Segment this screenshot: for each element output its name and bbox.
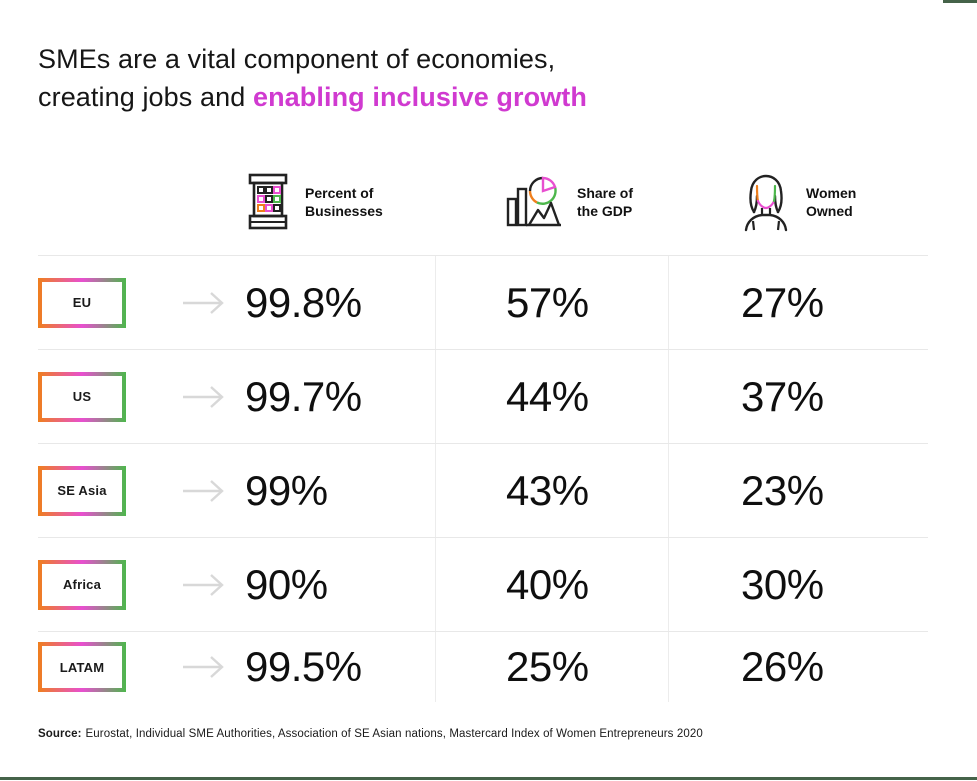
right-arrow-icon — [183, 479, 224, 502]
frame-edge-bottom — [0, 777, 977, 780]
value-share-of-gdp: 25% — [435, 632, 668, 702]
header-label-line2: Owned — [806, 203, 853, 219]
right-arrow-icon — [183, 385, 224, 408]
value-share-of-gdp: 57% — [435, 256, 668, 349]
region-badge-cell: EU — [38, 277, 163, 328]
value-percent-of-businesses: 99.8% — [245, 278, 362, 326]
table-row-latam: LATAM 99.5% 25% 26% — [38, 631, 928, 702]
region-badge-cell: Africa — [38, 559, 163, 610]
source-line: Source: Eurostat, Individual SME Authorit… — [38, 728, 977, 740]
region-badge: SE Asia — [38, 465, 126, 516]
title-line1: SMEs are a vital component of economies, — [38, 44, 556, 74]
page-title: SMEs are a vital component of economies,… — [0, 0, 977, 116]
arrow-cell — [163, 572, 245, 598]
region-badge: US — [38, 371, 126, 422]
value-percent-of-businesses: 99.7% — [245, 372, 362, 420]
table-row-us: US 99.7% 44% 37% — [38, 349, 928, 443]
header-label-line2: Businesses — [305, 203, 383, 219]
header-label-line1: Percent of — [305, 185, 374, 201]
region-label: LATAM — [42, 646, 122, 688]
building-icon — [248, 173, 288, 230]
header-col-share-of-gdp: Share of the GDP — [435, 166, 668, 238]
header-col-women-owned: Women Owned — [668, 166, 928, 238]
value-women-owned: 26% — [668, 632, 928, 702]
value-women-owned: 27% — [668, 256, 928, 349]
region-badge: EU — [38, 277, 126, 328]
table-row-eu: EU 99.8% 57% 27% — [38, 255, 928, 349]
arrow-cell — [163, 654, 245, 680]
region-badge: Africa — [38, 559, 126, 610]
header-col-percent-of-businesses: Percent of Businesses — [245, 166, 435, 238]
region-label: SE Asia — [42, 469, 122, 512]
region-badge: LATAM — [38, 642, 126, 692]
header-label: Percent of Businesses — [305, 184, 383, 220]
table-row-se-asia: SE Asia 99% 43% 23% — [38, 443, 928, 537]
arrow-cell — [163, 290, 245, 316]
header-label-line2: the GDP — [577, 203, 633, 219]
arrow-cell — [163, 478, 245, 504]
region-badge-cell: US — [38, 371, 163, 422]
woman-icon — [744, 174, 788, 232]
table-header: Percent of Businesses Share of the GDP — [245, 166, 977, 238]
header-label: Share of the GDP — [577, 184, 633, 220]
value-share-of-gdp: 44% — [435, 350, 668, 443]
arrow-cell — [163, 384, 245, 410]
value-women-owned: 30% — [668, 538, 928, 631]
right-arrow-icon — [183, 656, 224, 678]
value-women-owned: 37% — [668, 350, 928, 443]
value-women-owned: 23% — [668, 444, 928, 537]
title-line2: creating jobs and enabling inclusive gro… — [38, 78, 977, 116]
region-label: Africa — [42, 563, 122, 606]
header-label-line1: Women — [806, 185, 857, 201]
value-percent-of-businesses: 99.5% — [245, 643, 362, 690]
charts-icon — [506, 176, 561, 227]
value-share-of-gdp: 43% — [435, 444, 668, 537]
title-line2-prefix: creating jobs and — [38, 82, 253, 112]
table-row-africa: Africa 90% 40% 30% — [38, 537, 928, 631]
value-percent-of-businesses: 99% — [245, 466, 328, 514]
data-table: EU 99.8% 57% 27% US 99.7% 44% 37% SE Asi… — [38, 255, 928, 702]
source-text: Eurostat, Individual SME Authorities, As… — [85, 728, 703, 740]
right-arrow-icon — [183, 573, 224, 596]
region-label: EU — [42, 281, 122, 324]
region-badge-cell: LATAM — [38, 642, 163, 692]
title-highlight: enabling inclusive growth — [252, 82, 587, 112]
value-percent-of-businesses: 90% — [245, 560, 328, 608]
frame-edge-top — [943, 0, 977, 3]
header-label-line1: Share of — [577, 185, 634, 201]
value-share-of-gdp: 40% — [435, 538, 668, 631]
source-label: Source: — [38, 728, 82, 740]
region-badge-cell: SE Asia — [38, 465, 163, 516]
header-label: Women Owned — [806, 184, 856, 220]
right-arrow-icon — [183, 291, 224, 314]
region-label: US — [42, 375, 122, 418]
